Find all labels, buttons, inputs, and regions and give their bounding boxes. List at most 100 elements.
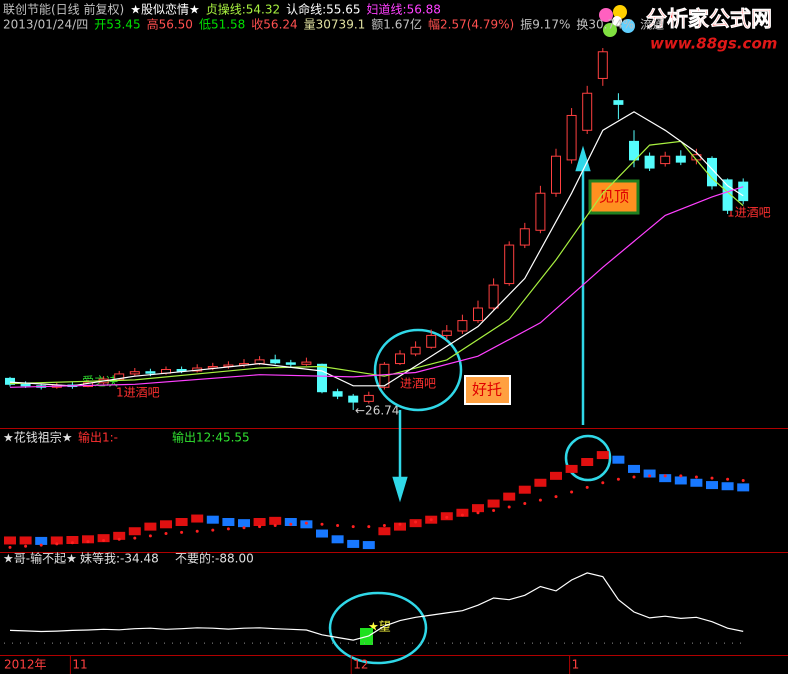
signal-dot [133,536,137,540]
signal-block [394,522,406,531]
legend-entry: 输出1:- [78,430,118,445]
signal-dot [289,522,293,526]
signal-dot [570,490,574,494]
signal-block [690,478,703,487]
signal-block [19,536,32,545]
plot-area: 2012年 11 12 1 [4,48,750,674]
signal-block [128,527,141,536]
header-text: 振9.17% [520,18,570,32]
candle-body [363,394,374,402]
candle-body [348,395,359,403]
header-text: 量30739.1 [304,18,366,32]
signal-block [316,529,328,538]
signal-dot [258,525,262,529]
signal-dot [694,475,698,479]
candle-body [270,359,281,364]
signal-block [175,518,188,526]
logo: 分析家公式网 www.88gs.com [599,5,777,53]
signal-block [596,451,609,460]
annotation: 1进酒吧 [116,386,160,400]
header-text: 妇道线:56.88 [367,3,441,17]
signal-dot [648,474,652,478]
candle-body [488,284,499,309]
signal-block [565,464,578,473]
candle-body [426,334,437,348]
signal-block [347,539,360,548]
signal-block [160,520,172,529]
candle-body [441,330,452,336]
signal-dot [492,508,496,512]
signal-block [269,516,282,525]
signal-block [534,478,547,487]
signal-dot [148,534,152,538]
legend-entry: 妹等我:-34.48 [80,552,159,566]
signal-dot [211,528,215,532]
signal-block [550,471,562,480]
signal-block [487,499,500,508]
signal-dot [710,476,714,480]
signal-dot [382,523,386,527]
signal-block [66,536,79,544]
signal-dot [367,525,371,529]
signal-dot [523,502,527,506]
annotation: 1进酒吧 [727,206,771,220]
signal-dot [320,522,324,526]
callout-box [588,179,640,215]
signal-dot [195,529,199,533]
signal-dot [242,526,246,530]
header-text: 收56.24 [251,18,297,32]
signal-dot [554,495,558,499]
signal-block [503,492,516,501]
signal-dot [601,481,605,485]
signal-block [191,514,204,523]
signal-block [737,483,750,492]
signal-block [581,458,594,466]
signal-dot [24,544,28,548]
annotation: 进酒吧 [400,377,436,391]
signal-dot [414,520,418,524]
signal-block [362,541,375,550]
candle-body [519,228,530,246]
candle-body [535,192,546,231]
signal-dot [429,518,433,522]
signal-dot [102,538,106,542]
signal-block [643,469,656,478]
signal-block [113,531,126,540]
signal-block [331,535,344,544]
x-tick-label: 2012年 [4,658,47,672]
candle-body [395,353,405,365]
signal-block [238,519,250,528]
signal-dot [398,522,402,526]
callout-box [464,375,511,405]
signal-block [97,534,110,543]
candle-body [504,244,515,285]
signal-dot [741,478,745,482]
signal-dot [445,515,449,519]
header-text: 2013/01/24/四 [3,18,88,32]
header-text: 额1.67亿 [371,17,422,32]
x-tick-label: 11 [72,658,87,672]
candle-body [20,383,31,387]
signal-dot [351,525,355,529]
signal-block [706,481,718,490]
candle-body [660,155,671,165]
candle-body [129,371,140,375]
candle-body [707,157,717,187]
header-text: 换30.74% [576,18,634,32]
indicator-line [9,572,744,641]
header-text: 流通 [640,18,664,32]
signal-dot [8,545,12,549]
legend-entry: 不要的:-88.00 [175,551,254,566]
ma-line [9,186,744,388]
signal-dot [226,527,230,531]
signal-block [628,464,640,473]
signal-dot [180,530,184,534]
signal-dot [117,537,121,541]
signal-dot [679,474,683,478]
signal-block [674,476,687,485]
signal-dot [460,513,464,517]
signal-block [378,527,391,536]
signal-dot [164,532,168,536]
